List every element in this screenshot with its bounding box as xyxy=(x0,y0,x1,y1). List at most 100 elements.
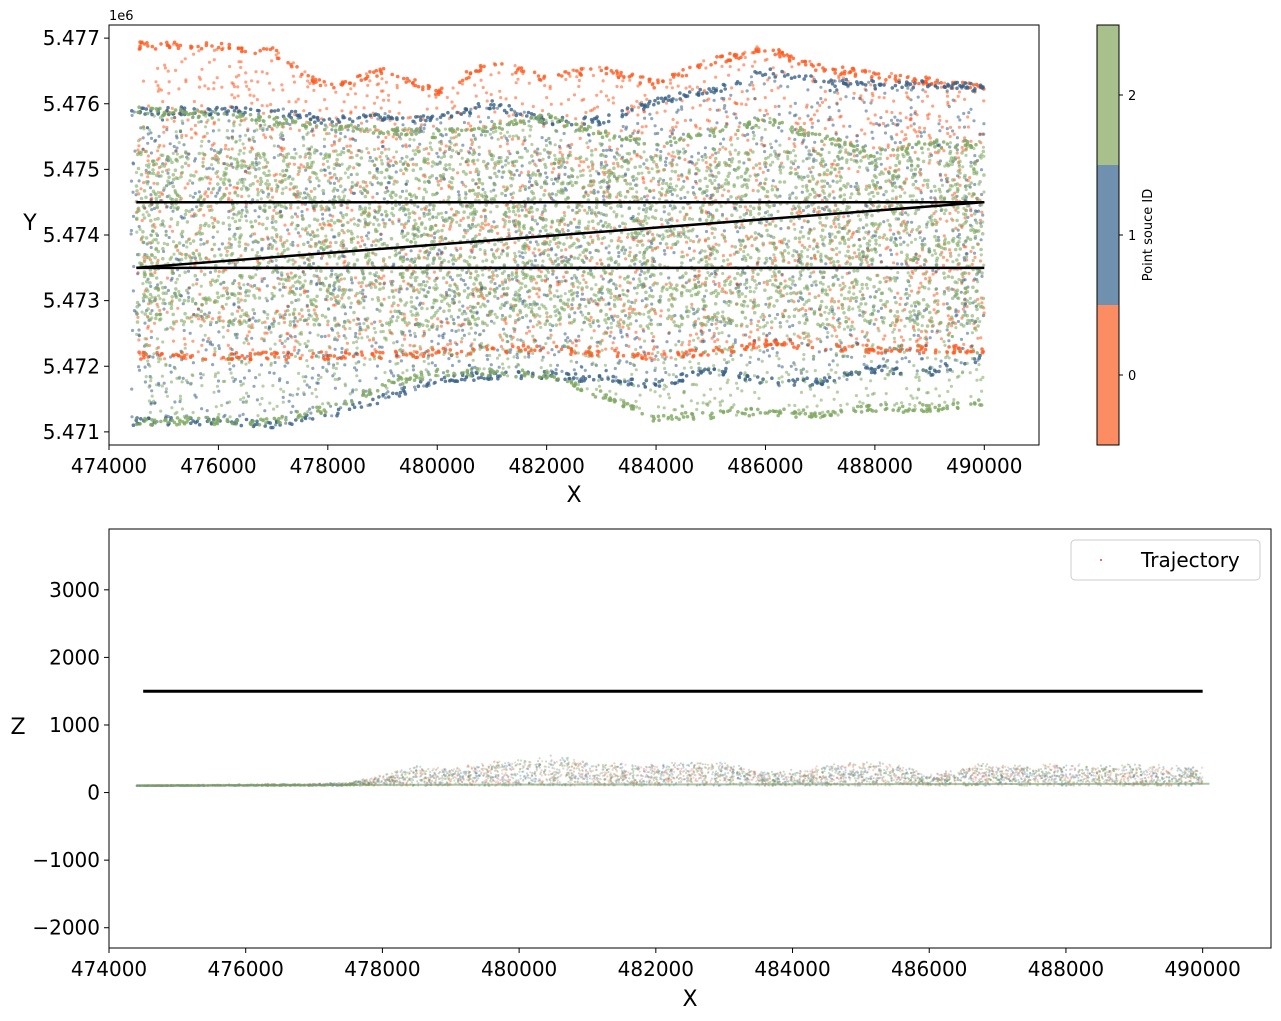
series-0-point xyxy=(939,85,944,89)
series-0-point xyxy=(936,302,940,306)
series-0-edge-point xyxy=(395,74,400,79)
series-1-point xyxy=(287,399,291,403)
series-0-point xyxy=(679,231,683,235)
series-0-point xyxy=(230,93,234,97)
series-1-point xyxy=(893,141,897,145)
series-1-point xyxy=(316,373,321,377)
series-0-point xyxy=(157,87,161,91)
series-1-point xyxy=(936,235,941,239)
series-1-point xyxy=(854,299,858,303)
series-0-edge-point xyxy=(933,350,938,355)
series-1-point xyxy=(133,149,137,153)
series-0-point xyxy=(864,258,868,262)
series-0-point xyxy=(584,280,588,285)
series-0-point xyxy=(869,121,873,125)
series-0-point xyxy=(619,129,623,133)
series-0-point xyxy=(425,107,429,111)
series-0-point xyxy=(453,104,457,108)
series-1-point xyxy=(775,312,780,317)
series-1-point xyxy=(771,346,775,351)
series-0-point xyxy=(183,57,187,61)
series-0-point xyxy=(504,321,508,325)
series-1-point xyxy=(188,331,192,335)
series-0-point xyxy=(963,136,967,140)
series-1-point xyxy=(816,119,820,123)
series-1-point xyxy=(527,119,531,123)
series-0-point xyxy=(209,191,214,195)
series-0-point xyxy=(209,177,213,181)
series-0-edge-point xyxy=(243,49,248,54)
series-1-point xyxy=(955,136,960,140)
series-0-point xyxy=(365,94,369,98)
series-0-point xyxy=(860,128,864,132)
series-0-point xyxy=(918,254,922,258)
series-0-point xyxy=(748,335,752,339)
series-0-point xyxy=(670,154,674,158)
series-0-point xyxy=(263,135,268,140)
series-0-point xyxy=(279,238,283,242)
series-1-point xyxy=(802,138,806,142)
series-0-point xyxy=(938,118,942,122)
series-0-edge-point xyxy=(615,354,620,359)
series-0-point xyxy=(714,242,718,246)
series-0-point xyxy=(714,322,718,326)
series-0-point xyxy=(669,356,673,360)
series-0-point xyxy=(692,249,696,253)
series-1-point xyxy=(211,167,215,171)
series-1-point xyxy=(886,123,890,127)
series-0-point xyxy=(161,100,165,104)
series-0-edge-point xyxy=(415,355,420,360)
series-1-point xyxy=(137,365,141,369)
series-1-point xyxy=(610,314,614,318)
series-1-point xyxy=(217,344,221,348)
series-0-point xyxy=(426,161,430,165)
series-0-point xyxy=(751,166,756,170)
series-1-point xyxy=(278,210,283,214)
series-0-point xyxy=(499,344,503,349)
series-1-point xyxy=(284,421,288,425)
series-1-point xyxy=(748,83,752,87)
series-1-point xyxy=(557,174,561,178)
series-0-edge-point xyxy=(533,348,537,353)
series-0-point xyxy=(477,115,481,119)
series-1-point xyxy=(724,110,728,114)
series-0-point xyxy=(808,244,812,249)
series-0-point xyxy=(402,337,407,341)
series-1-point xyxy=(143,380,147,384)
series-1-point xyxy=(482,329,486,333)
series-0-edge-point xyxy=(790,341,795,346)
series-0-point xyxy=(424,147,429,151)
series-0-point xyxy=(546,248,551,252)
series-0-point xyxy=(570,142,574,147)
series-1-point xyxy=(528,319,533,323)
series-0-edge-point xyxy=(511,344,515,349)
series-0-point xyxy=(349,111,353,115)
series-0-point xyxy=(703,238,708,242)
series-1-point xyxy=(469,107,473,111)
series-1-point xyxy=(864,88,868,92)
series-1-point xyxy=(485,313,489,317)
series-0-edge-point xyxy=(575,69,579,73)
series-1-point xyxy=(518,254,522,258)
series-1-point xyxy=(451,318,455,322)
series-1-point xyxy=(929,196,933,200)
series-0-point xyxy=(849,235,854,239)
series-1-point xyxy=(879,162,883,166)
series-1-point xyxy=(905,166,910,170)
series-0-point xyxy=(876,326,880,330)
series-1-point xyxy=(144,168,148,172)
series-1-point xyxy=(618,135,622,139)
series-0-point xyxy=(600,241,604,245)
series-1-point xyxy=(945,302,949,306)
series-1-point xyxy=(555,276,559,280)
series-1-point xyxy=(640,269,644,273)
series-0-point xyxy=(710,153,715,157)
series-1-point xyxy=(655,148,659,152)
series-0-edge-point xyxy=(840,65,845,69)
series-1-point xyxy=(404,213,408,217)
series-0-point xyxy=(637,337,642,341)
series-1-point xyxy=(409,249,413,253)
series-0-edge-point xyxy=(427,84,432,89)
series-0-point xyxy=(208,181,212,185)
series-0-point xyxy=(250,323,254,327)
